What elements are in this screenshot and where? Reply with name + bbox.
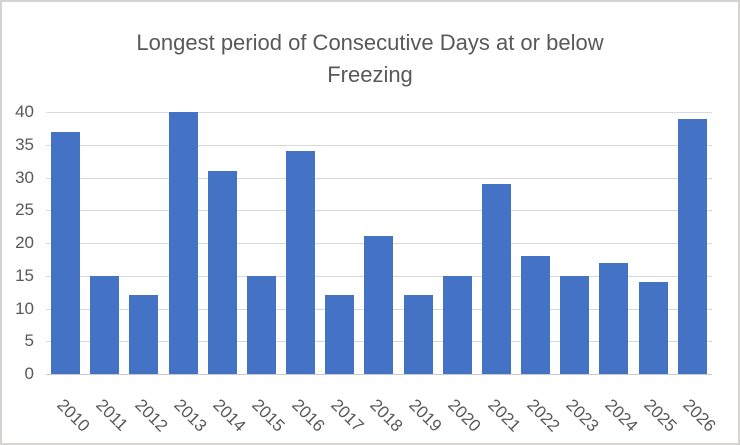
bar-slot — [555, 112, 594, 374]
bar-slot — [516, 112, 555, 374]
y-axis-tick-label: 15 — [15, 265, 34, 285]
x-axis-category-label: 2021 — [483, 395, 524, 436]
bar-2020 — [442, 275, 472, 374]
bar-slot — [164, 112, 203, 374]
bar-2015 — [246, 275, 276, 374]
bar-slot — [594, 112, 633, 374]
bar-slot — [281, 112, 320, 374]
bar-2014 — [207, 170, 237, 374]
bar-slot — [46, 112, 85, 374]
bar-2016 — [286, 151, 316, 374]
bar-2024 — [599, 262, 629, 374]
bar-slot — [124, 112, 163, 374]
y-axis-tick-label: 5 — [24, 331, 34, 351]
bar-slot — [673, 112, 712, 374]
bar-slot — [438, 112, 477, 374]
y-axis-tick-label: 0 — [24, 364, 34, 383]
gridline — [46, 177, 712, 179]
bar-slot — [85, 112, 124, 374]
x-axis-category-label: 2016 — [287, 395, 329, 436]
bar-slot — [634, 112, 673, 374]
y-axis-tick-label: 40 — [15, 102, 34, 121]
bar-series — [46, 112, 712, 374]
x-axis-category-label: 2013 — [170, 395, 211, 436]
x-axis-category-label: 2012 — [131, 395, 172, 436]
x-axis-category-label: 2019 — [405, 395, 446, 436]
x-axis-category-label: 2011 — [92, 395, 132, 435]
gridline — [46, 210, 712, 212]
y-axis-tick-label: 30 — [15, 167, 34, 187]
bar-2021 — [481, 184, 511, 374]
gridline — [46, 112, 712, 113]
x-axis-category-label: 2025 — [640, 395, 681, 436]
plot-area — [46, 112, 712, 375]
bar-2023 — [560, 275, 590, 374]
y-axis-tick-label: 35 — [15, 134, 34, 154]
x-axis-category-label: 2018 — [366, 395, 407, 436]
x-axis-category-label: 2026 — [679, 395, 720, 436]
y-axis-tick-label: 10 — [15, 298, 34, 318]
bar-2011 — [90, 275, 120, 374]
bar-2025 — [638, 282, 668, 374]
x-axis-category-label: 2020 — [444, 395, 485, 436]
bar-2010 — [51, 131, 81, 374]
bar-2017 — [325, 295, 355, 374]
x-axis-category-label: 2014 — [209, 395, 250, 436]
chart-title: Longest period of Consecutive Days at or… — [136, 30, 604, 87]
bar-slot — [242, 112, 281, 374]
gridline — [46, 144, 712, 146]
bar-2022 — [521, 256, 551, 374]
bar-2019 — [403, 295, 433, 374]
bar-slot — [203, 112, 242, 374]
x-axis-category-label: 2010 — [52, 395, 94, 436]
bar-slot — [477, 112, 516, 374]
bar-2012 — [129, 295, 159, 374]
bar-2013 — [168, 112, 198, 374]
bar-2018 — [364, 236, 394, 374]
y-axis-tick-label: 20 — [15, 233, 34, 252]
x-axis-category-label: 2015 — [248, 395, 289, 436]
x-axis-category-label: 2022 — [522, 395, 564, 436]
bar-slot — [320, 112, 359, 374]
x-axis-category-label: 2017 — [327, 395, 368, 436]
bar-2026 — [677, 118, 707, 374]
x-axis-category-label: 2023 — [562, 395, 603, 436]
bar-slot — [359, 112, 398, 374]
y-axis-tick-label: 25 — [15, 200, 34, 220]
bar-slot — [399, 112, 438, 374]
x-axis-category-label: 2024 — [601, 395, 642, 436]
